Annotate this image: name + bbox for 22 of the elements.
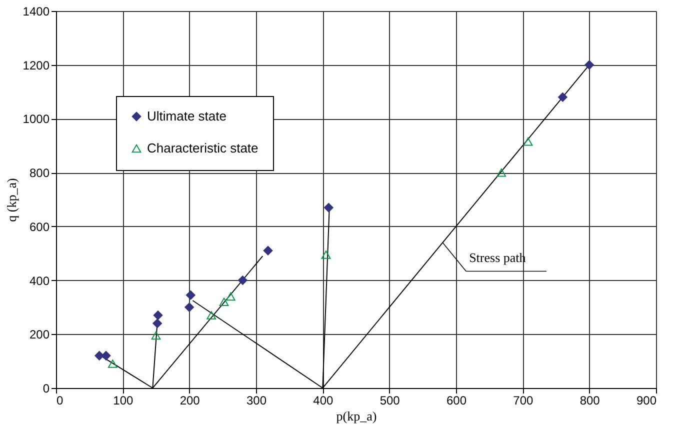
x-tick-label: 500 — [380, 394, 400, 408]
x-tick-label: 200 — [180, 394, 200, 408]
y-tick-label: 800 — [29, 166, 50, 180]
legend-label: Characteristic state — [147, 140, 258, 156]
y-axis-title: q (kp_a) — [4, 178, 19, 222]
y-tick-label: 1400 — [22, 4, 50, 18]
x-tick-label: 400 — [313, 394, 334, 408]
y-tick-label: 1000 — [22, 112, 50, 126]
y-tick-label: 400 — [29, 274, 50, 288]
x-tick-label: 0 — [56, 394, 64, 408]
x-tick-label: 900 — [636, 394, 657, 408]
x-tick-label: 300 — [246, 394, 267, 408]
x-tick-label: 800 — [580, 394, 600, 408]
y-tick-label: 200 — [29, 328, 50, 342]
x-axis-title: p(kp_a) — [336, 408, 377, 424]
y-tick-label: 0 — [42, 382, 50, 396]
y-tick-label: 1200 — [22, 58, 50, 72]
x-tick-label: 700 — [513, 394, 534, 408]
x-tick-label: 100 — [113, 394, 134, 408]
x-tick-label: 600 — [446, 394, 467, 408]
y-tick-label: 600 — [29, 220, 50, 234]
legend-label: Ultimate state — [147, 108, 226, 124]
